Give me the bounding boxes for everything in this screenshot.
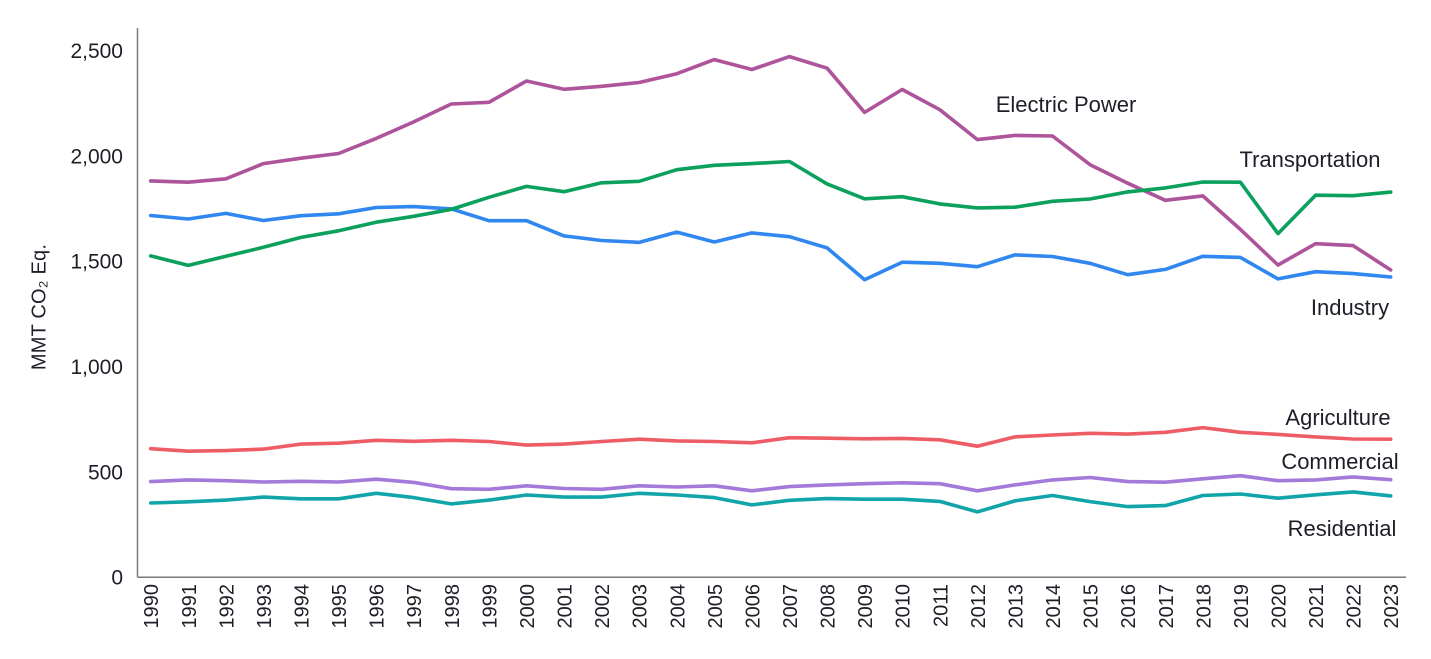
series-label-commercial: Commercial [1281, 449, 1398, 474]
series-line-residential [148, 490, 1393, 514]
x-tick-label-2021: 2021 [1306, 584, 1328, 629]
x-tick-label-2011: 2011 [930, 584, 952, 627]
x-tick-label-2003: 2003 [630, 584, 652, 629]
x-tick-label-2000: 2000 [517, 584, 539, 629]
x-tick-label-2020: 2020 [1268, 584, 1290, 629]
x-tick-label-2001: 2001 [555, 584, 577, 629]
series-label-transportation: Transportation [1239, 147, 1380, 172]
y-tick-label: 1,500 [70, 251, 123, 274]
series-line-electric-power [148, 54, 1393, 272]
x-tick-label-1994: 1994 [292, 584, 314, 629]
x-tick-label-2014: 2014 [1043, 584, 1065, 629]
y-tick-label: 2,500 [70, 40, 123, 63]
x-tick-label-2016: 2016 [1118, 584, 1140, 629]
x-tick-label-2015: 2015 [1081, 584, 1103, 629]
x-tick-label-2013: 2013 [1005, 584, 1027, 629]
y-tick-label: 0 [111, 567, 123, 590]
y-axis-title: MMT CO₂ Eq. [28, 243, 51, 371]
x-tick-label-1993: 1993 [254, 584, 276, 629]
series-label-agriculture: Agriculture [1285, 405, 1390, 430]
series-line-agriculture [148, 425, 1393, 454]
series-label-residential: Residential [1288, 516, 1397, 541]
x-tick-label-1998: 1998 [442, 584, 464, 629]
x-tick-label-1996: 1996 [367, 584, 389, 629]
series-label-electric-power: Electric Power [996, 92, 1137, 117]
x-tick-label-1999: 1999 [479, 584, 501, 629]
y-tick-label: 500 [88, 461, 123, 484]
x-tick-label-2004: 2004 [667, 584, 689, 629]
x-tick-label-2009: 2009 [855, 584, 877, 629]
series-line-commercial [148, 473, 1393, 493]
x-tick-label-2012: 2012 [968, 584, 990, 629]
series-line-transportation [148, 159, 1393, 268]
y-tick-label: 2,000 [70, 145, 123, 168]
x-tick-label-2007: 2007 [780, 584, 802, 629]
x-tick-label-2002: 2002 [592, 584, 614, 629]
x-tick-label-2005: 2005 [705, 584, 727, 629]
x-tick-label-1991: 1991 [179, 584, 201, 629]
x-tick-label-2017: 2017 [1156, 584, 1178, 629]
x-tick-label-1997: 1997 [404, 584, 426, 629]
x-tick-label-2023: 2023 [1381, 584, 1403, 629]
x-tick-label-2008: 2008 [818, 584, 840, 629]
x-tick-label-2022: 2022 [1344, 584, 1366, 629]
x-tick-label-1990: 1990 [141, 584, 163, 629]
series-label-industry: Industry [1311, 295, 1389, 320]
x-tick-label-2006: 2006 [742, 584, 764, 629]
y-tick-label: 1,000 [70, 356, 123, 379]
x-tick-label-2010: 2010 [893, 584, 915, 629]
x-tick-label-1992: 1992 [216, 584, 238, 629]
x-tick-label-2019: 2019 [1231, 584, 1253, 629]
x-tick-label-1995: 1995 [329, 584, 351, 629]
series-line-industry [148, 204, 1393, 282]
x-tick-label-2018: 2018 [1193, 584, 1215, 629]
